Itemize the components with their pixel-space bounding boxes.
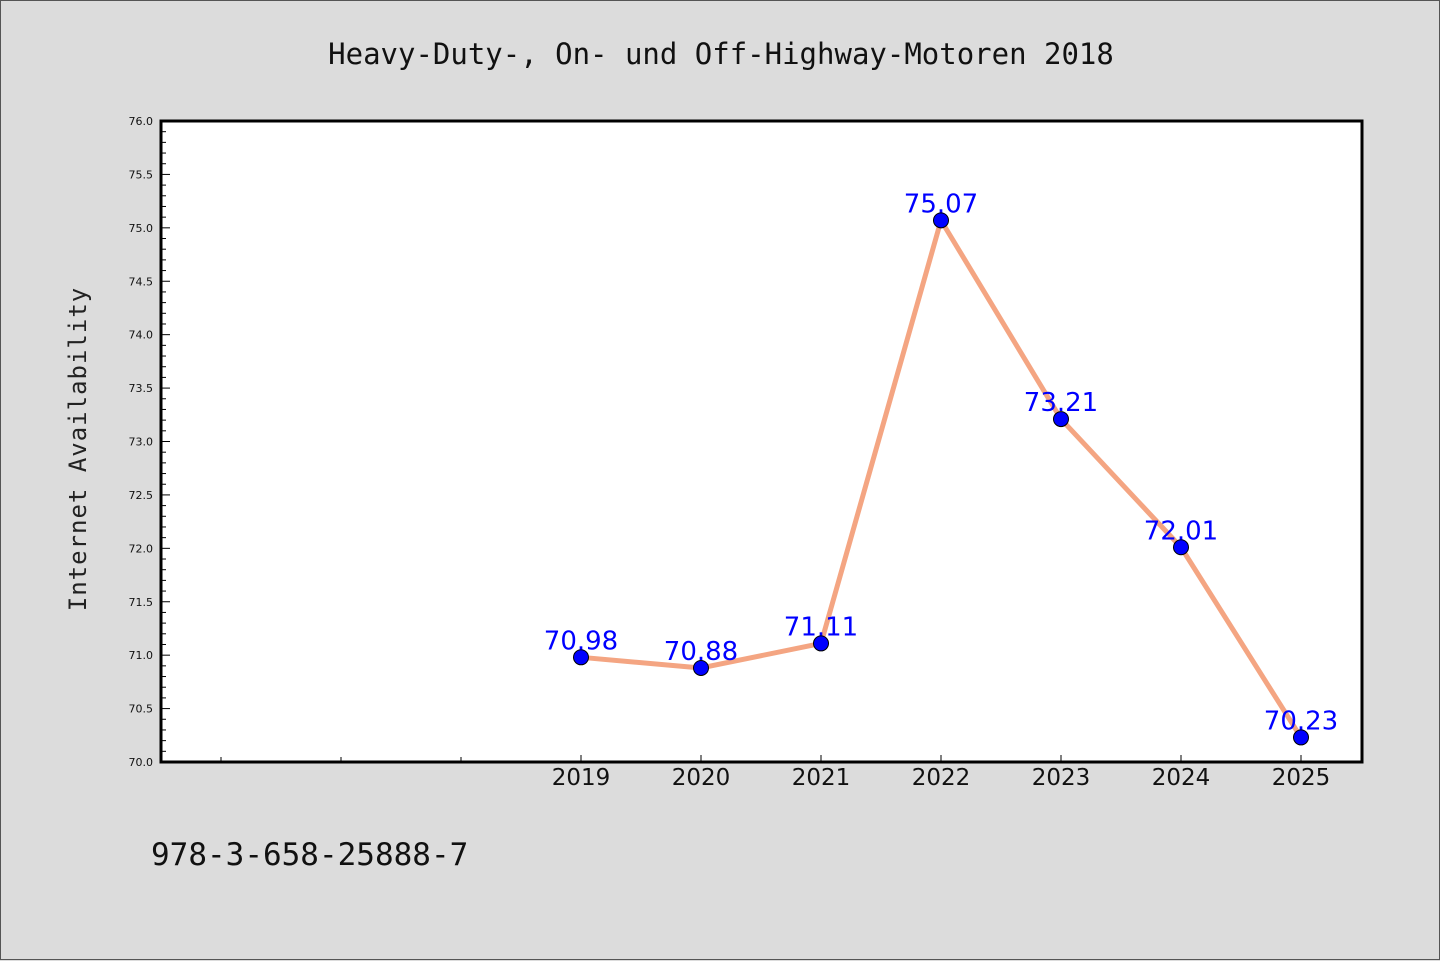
y-tick-label: 73.0 [129,436,154,449]
plot-frame [159,119,1364,764]
data-value-label: 75.07 [904,189,978,219]
y-tick-label: 72.5 [129,489,154,502]
x-tick-label: 2019 [552,765,611,791]
data-point-marker [693,659,709,676]
x-tick-label: 2025 [1272,765,1331,791]
plot-area [161,121,1362,762]
data-point-marker [933,212,949,229]
data-point-marker [813,635,829,652]
x-tick-label: 2020 [672,765,731,791]
y-tick-label: 73.5 [129,382,154,395]
data-value-label: 70.98 [544,626,618,656]
data-point-marker [1173,539,1189,556]
data-value-label: 73.21 [1024,388,1098,418]
y-tick-label: 71.5 [129,596,154,609]
y-tick-label: 76.0 [129,115,154,128]
data-series [573,212,1309,746]
y-tick-label: 74.0 [129,329,154,342]
y-tick-label: 72.0 [129,542,154,555]
data-point-marker [1053,411,1069,428]
y-tick-label: 70.0 [129,756,154,769]
x-tick-label: 2021 [792,765,851,791]
y-tick-label: 74.5 [129,275,154,288]
x-axis-ticks: 2019 2020 2021 2022 2023 2024 2025 [220,755,1331,791]
y-tick-label: 75.0 [129,222,154,235]
data-value-label: 71.11 [784,612,858,642]
x-tick-label: 2022 [912,765,971,791]
data-value-label: 70.88 [664,637,738,667]
y-axis-label: Internet Availability [64,287,92,611]
data-value-label: 72.01 [1144,516,1218,546]
isbn-text: 978-3-658-25888-7 [151,837,468,873]
x-tick-label: 2024 [1152,765,1211,791]
y-tick-label: 70.5 [129,703,154,716]
data-labels: 70.98 70.88 71.11 75.07 73.21 72.01 70.23 [544,189,1338,736]
x-tick-label: 2023 [1032,765,1091,791]
data-value-label: 70.23 [1264,706,1338,736]
data-point-marker [573,649,589,666]
y-tick-label: 75.5 [129,168,154,181]
data-point-marker [1293,729,1309,746]
chart-title: Heavy-Duty-, On- und Off-Highway-Motoren… [328,37,1114,71]
y-tick-label: 71.0 [129,649,154,662]
